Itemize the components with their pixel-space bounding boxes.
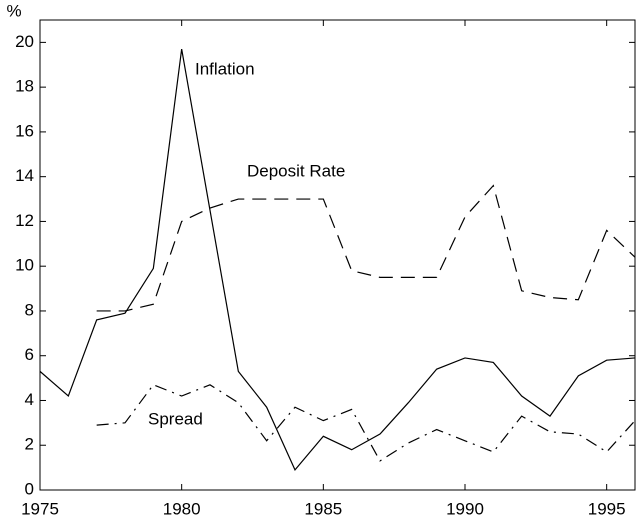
series-label: Spread bbox=[148, 409, 203, 428]
y-tick-label: 20 bbox=[15, 32, 34, 51]
y-tick-label: 16 bbox=[15, 121, 34, 140]
series-label: Inflation bbox=[195, 59, 255, 78]
y-tick-label: 0 bbox=[25, 479, 34, 498]
y-tick-label: 4 bbox=[25, 390, 34, 409]
y-tick-label: 10 bbox=[15, 256, 34, 275]
plot-frame bbox=[39, 19, 636, 491]
x-tick-label: 1980 bbox=[163, 499, 201, 518]
y-tick-label: 14 bbox=[15, 166, 34, 185]
y-tick-label: 6 bbox=[25, 345, 34, 364]
y-tick-label: 12 bbox=[15, 211, 34, 230]
x-tick-label: 1975 bbox=[21, 499, 59, 518]
x-tick-label: 1990 bbox=[446, 499, 484, 518]
y-tick-label: 8 bbox=[25, 300, 34, 319]
y-tick-label: 18 bbox=[15, 77, 34, 96]
series-line bbox=[39, 48, 636, 471]
x-tick-label: 1985 bbox=[304, 499, 342, 518]
series-label: Deposit Rate bbox=[247, 161, 345, 180]
y-tick-label: 2 bbox=[25, 435, 34, 454]
series-line bbox=[96, 384, 636, 462]
x-tick-label: 1995 bbox=[588, 499, 626, 518]
y-axis-label: % bbox=[6, 1, 21, 20]
series-line bbox=[96, 184, 636, 312]
